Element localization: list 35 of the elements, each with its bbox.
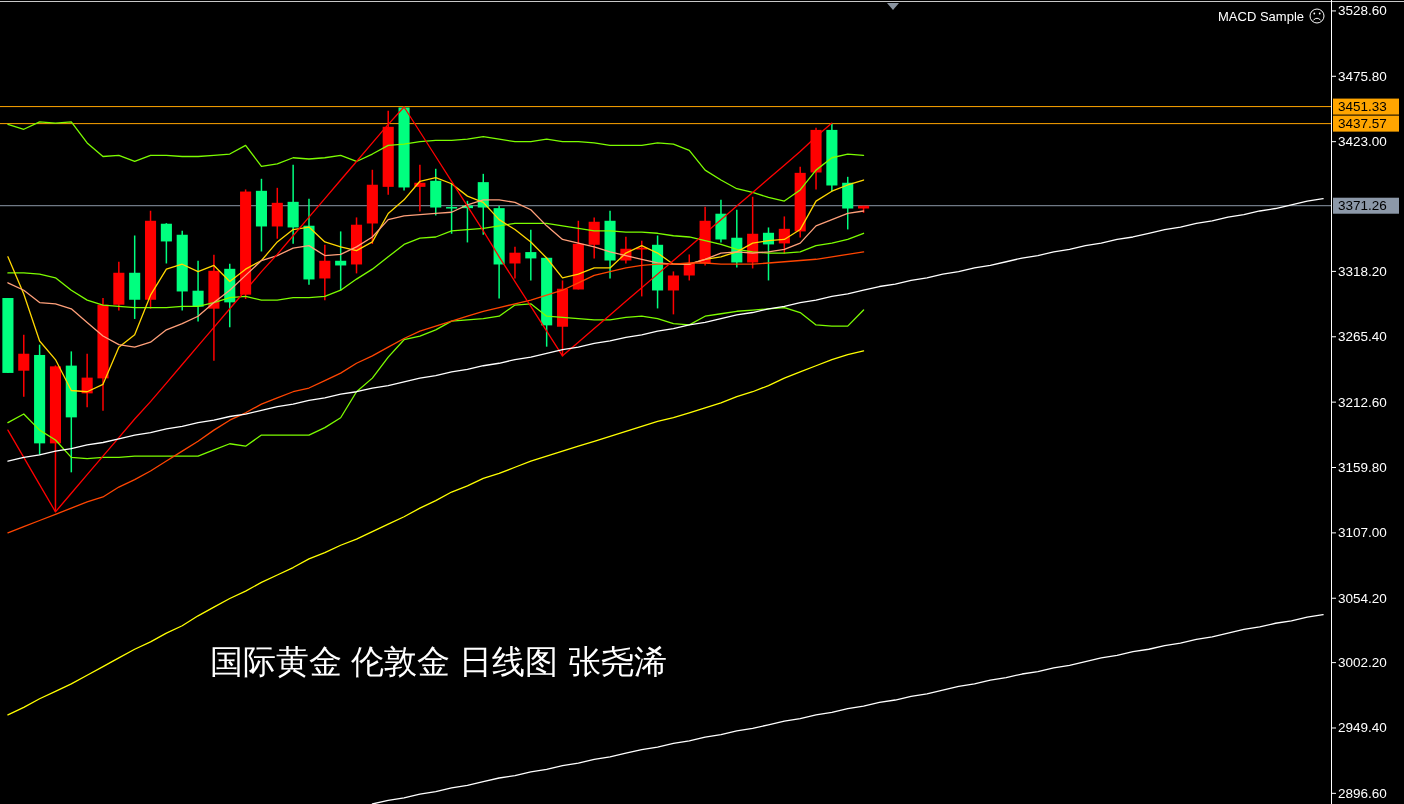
candlestick — [509, 246, 521, 280]
line-series — [7, 350, 865, 716]
line-series — [7, 197, 1324, 462]
annotation: MACD Sample — [1218, 8, 1304, 24]
ref-line-label: 3451.33 — [1338, 99, 1387, 115]
y-tick-label: 3212.60 — [1338, 394, 1387, 410]
candlestick — [271, 187, 283, 240]
candlestick — [525, 229, 537, 282]
y-tick-label: 3159.80 — [1338, 460, 1387, 476]
y-tick-label: 3475.80 — [1338, 68, 1387, 84]
line-series — [7, 222, 865, 309]
y-tick-label: 3002.20 — [1338, 655, 1387, 671]
y-tick-label: 3528.60 — [1338, 3, 1387, 19]
y-tick-label: 3423.00 — [1338, 134, 1387, 150]
line-series — [7, 176, 865, 393]
line-series — [7, 106, 833, 513]
candlestick — [667, 270, 679, 316]
candlestick — [446, 183, 458, 235]
candlestick — [18, 333, 30, 398]
y-tick-label: 3265.40 — [1338, 329, 1387, 345]
line-series — [7, 121, 865, 202]
y-tick-label: 2949.40 — [1338, 720, 1387, 736]
candlestick — [588, 216, 600, 260]
candlestick — [160, 222, 172, 265]
y-tick-label: 2896.60 — [1338, 785, 1387, 801]
y-tick-label: 3054.20 — [1338, 590, 1387, 606]
y-tick-label: 3107.00 — [1338, 525, 1387, 541]
line-series — [7, 303, 865, 460]
candlestick — [192, 260, 204, 323]
annotation: 国际黄金 伦敦金 日线图 张尧浠 — [210, 642, 667, 680]
y-tick-label: 3318.20 — [1338, 263, 1387, 279]
line-series — [7, 251, 865, 534]
ref-line-label: 3437.57 — [1338, 116, 1387, 132]
candlestick — [319, 244, 331, 302]
ref-line-label: 3371.26 — [1338, 198, 1387, 214]
